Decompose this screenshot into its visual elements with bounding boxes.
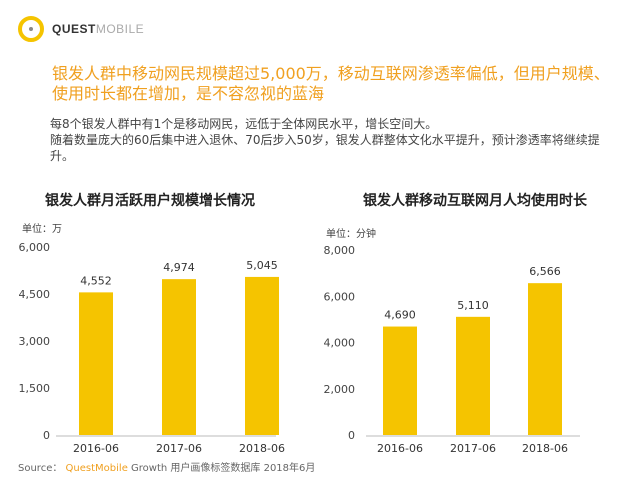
data-label: 4,974 xyxy=(163,261,195,274)
body-line: 每8个银发人群中有1个是移动网民，远低于全体网民水平，增长空间大。 xyxy=(50,117,438,131)
x-tick-label: 2017-06 xyxy=(156,442,202,455)
x-tick-label: 2018-06 xyxy=(239,442,285,455)
y-tick-label: 3,000 xyxy=(19,335,51,348)
unit-label: 单位：万 xyxy=(22,222,62,235)
chart-title-left: 银发人群月活跃用户规模增长情况 xyxy=(45,193,255,209)
bar xyxy=(383,326,417,435)
x-tick-label: 2017-06 xyxy=(450,442,496,455)
body-line: 随着数量庞大的60后集中进入退休、70后步入50岁，银发人群整体文化水平提升，预… xyxy=(50,133,600,163)
source-label: Source： xyxy=(18,463,63,474)
logo-icon xyxy=(18,16,44,42)
y-tick-label: 4,500 xyxy=(19,288,51,301)
x-tick-label: 2016-06 xyxy=(73,442,119,455)
data-label: 5,110 xyxy=(457,299,489,312)
questmobile-logo: QUESTMOBILE xyxy=(18,16,144,42)
chart-title-right: 银发人群移动互联网月人均使用时长 xyxy=(363,193,587,209)
data-label: 5,045 xyxy=(246,259,278,272)
bar xyxy=(456,316,490,435)
x-tick-label: 2016-06 xyxy=(377,442,423,455)
y-tick-label: 2,000 xyxy=(324,383,356,396)
logo-text-bold: QUEST xyxy=(52,22,96,36)
source-rest: Growth 用户画像标签数据库 2018年6月 xyxy=(131,463,316,474)
bar xyxy=(162,279,196,435)
headline: 银发人群中移动网民规模超过5,000万，移动互联网渗透率偏低，但用户规模、使用时… xyxy=(52,64,610,103)
bar xyxy=(245,276,279,435)
unit-label: 单位：分钟 xyxy=(326,227,376,240)
y-tick-label: 0 xyxy=(43,429,50,442)
y-tick-label: 8,000 xyxy=(324,244,356,257)
data-label: 6,566 xyxy=(529,265,561,278)
bar xyxy=(528,283,562,435)
data-label: 4,690 xyxy=(384,309,416,322)
y-tick-label: 1,500 xyxy=(19,382,51,395)
y-tick-label: 6,000 xyxy=(324,290,356,303)
source-note: Source： QuestMobile Growth 用户画像标签数据库 201… xyxy=(18,459,315,474)
y-tick-label: 6,000 xyxy=(19,241,51,254)
y-tick-label: 4,000 xyxy=(324,337,356,350)
data-label: 4,552 xyxy=(80,274,112,287)
bar xyxy=(79,292,113,435)
x-tick-label: 2018-06 xyxy=(522,442,568,455)
y-tick-label: 0 xyxy=(348,429,355,442)
source-brand: QuestMobile xyxy=(65,463,128,474)
body-text: 每8个银发人群中有1个是移动网民，远低于全体网民水平，增长空间大。 随着数量庞大… xyxy=(50,116,610,164)
logo-text-light: MOBILE xyxy=(95,22,145,36)
